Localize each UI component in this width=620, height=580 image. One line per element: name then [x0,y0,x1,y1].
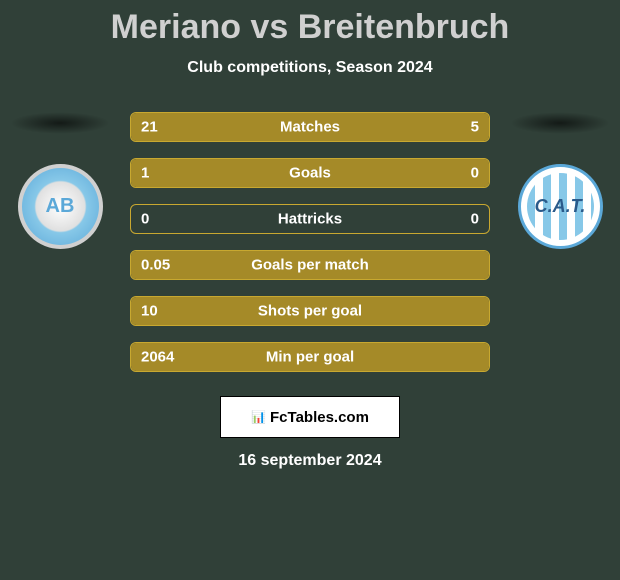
stat-row: 1 0 Goals [130,158,490,188]
stat-value-left: 2064 [141,349,174,366]
stat-row: 21 5 Matches [130,112,490,142]
comparison-date: 16 september 2024 [0,452,620,470]
club-left-column: AB [10,112,110,249]
club-right-logo: C.A.T. [518,164,603,249]
comparison-title: Meriano vs Breitenbruch [0,0,620,47]
stat-label: Matches [280,119,340,136]
chart-icon: 📊 [251,410,266,424]
stat-label: Hattricks [278,211,342,228]
stat-value-left: 1 [141,165,149,182]
stat-value-left: 21 [141,119,158,136]
stat-value-left: 10 [141,303,158,320]
stat-value-right: 0 [471,211,479,228]
stat-value-right: 0 [471,165,479,182]
stats-column: 215Matches10Goals00Hattricks0.05Goals pe… [110,112,510,388]
stat-row: 2064 Min per goal [130,342,490,372]
main-area: AB 215Matches10Goals00Hattricks0.05Goals… [0,112,620,388]
comparison-subtitle: Club competitions, Season 2024 [0,59,620,77]
stat-bar-left [131,113,421,141]
club-right-abbrev: C.A.T. [535,196,586,217]
stat-value-left: 0.05 [141,257,170,274]
stat-row: 10 Shots per goal [130,296,490,326]
club-left-logo: AB [18,164,103,249]
stat-value-left: 0 [141,211,149,228]
footer-brand-text: FcTables.com [270,409,369,426]
club-right-column: C.A.T. [510,112,610,249]
footer-brand-logo: 📊 FcTables.com [220,396,400,438]
club-left-abbrev: AB [46,195,75,218]
stat-label: Goals per match [251,257,369,274]
stat-row: 0 0 Hattricks [130,204,490,234]
stat-label: Shots per goal [258,303,362,320]
stat-value-right: 5 [471,119,479,136]
stat-label: Goals [289,165,331,182]
stat-label: Min per goal [266,349,354,366]
stat-row: 0.05 Goals per match [130,250,490,280]
shadow-ellipse [10,112,110,134]
shadow-ellipse [510,112,610,134]
